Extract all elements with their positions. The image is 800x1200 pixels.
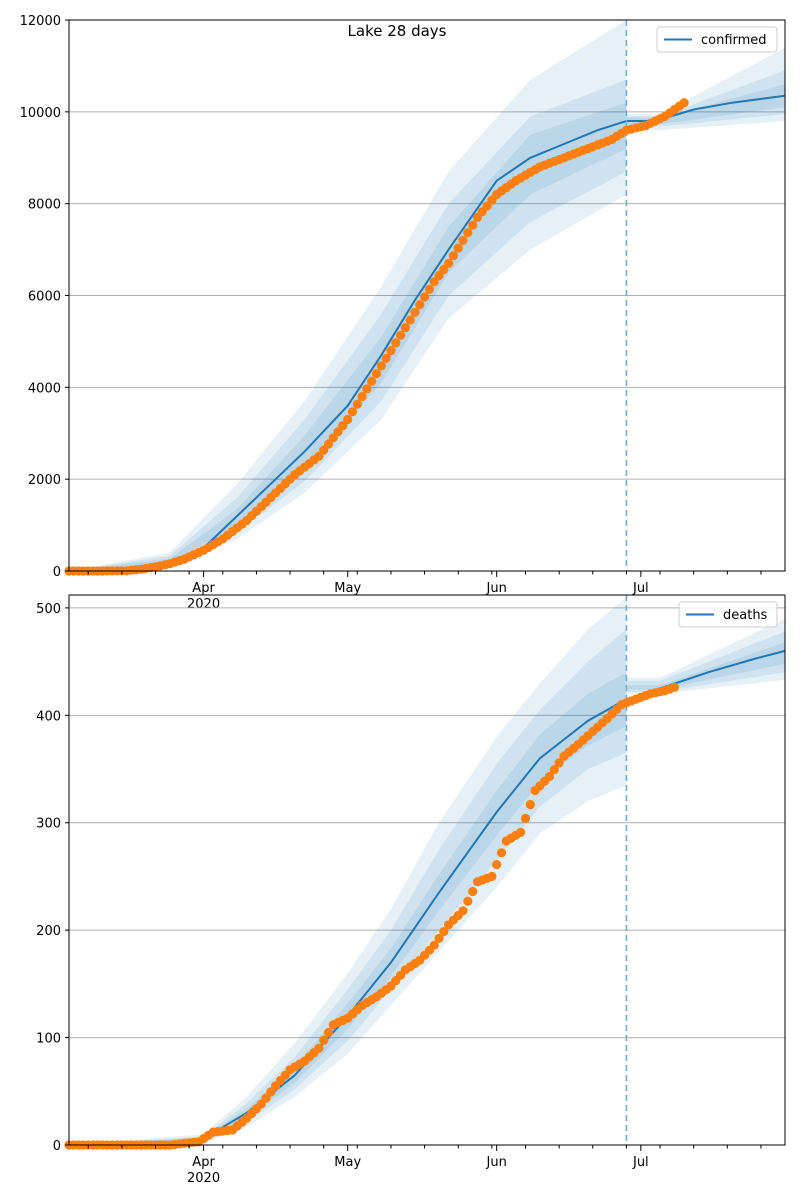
x-tick-label: Apr: [192, 1155, 215, 1170]
observed-point: [520, 813, 531, 824]
observed-point: [453, 243, 463, 253]
observed-point: [496, 848, 507, 858]
x-tick-label: Apr: [192, 581, 215, 596]
observed-point: [371, 369, 382, 379]
observed-point: [468, 886, 478, 897]
legend: confirmed: [656, 26, 778, 53]
uncertainty-band-1-forecast: [626, 618, 785, 694]
observed-point: [362, 384, 372, 394]
observed-point: [429, 940, 439, 950]
observed-point: [554, 758, 564, 768]
y-tick-label: 4000: [28, 381, 61, 396]
observed-point: [424, 284, 434, 294]
observed-point: [391, 338, 401, 348]
observed-point: [549, 765, 559, 775]
observed-point: [347, 407, 358, 417]
observed-point: [386, 346, 396, 356]
y-tick-label: 10000: [20, 106, 61, 121]
y-tick-label: 6000: [28, 290, 61, 305]
observed-point: [463, 228, 473, 238]
x-tick-label: May: [334, 581, 361, 596]
uncertainty-band-2-fit: [69, 629, 627, 1145]
y-tick-label: 8000: [28, 198, 61, 213]
y-tick-label: 500: [36, 602, 61, 617]
model-line: [68, 649, 786, 1146]
observed-point: [396, 330, 406, 340]
observed-point: [343, 414, 353, 425]
observed-point: [415, 300, 425, 310]
observed-point: [492, 860, 502, 870]
y-tick-label: 12000: [20, 14, 61, 29]
uncertainty-band-3-fit: [69, 672, 627, 1145]
x-tick-label: May: [334, 1155, 361, 1170]
y-tick-label: 200: [36, 924, 61, 939]
observed-point: [357, 391, 367, 402]
legend: deaths: [678, 601, 778, 628]
observed-point: [679, 98, 689, 108]
observed-point: [400, 323, 410, 333]
observed-point: [323, 439, 334, 449]
observed-point: [516, 827, 526, 838]
y-tick-label: 0: [53, 1139, 61, 1154]
legend-box: [678, 601, 778, 628]
x-tick-label: Jul: [632, 581, 649, 596]
observed-point: [410, 307, 420, 317]
observed-point: [314, 1043, 324, 1053]
observed-point: [381, 353, 391, 363]
observed-point: [669, 682, 680, 693]
observed-point: [420, 292, 430, 302]
observed-point: [487, 871, 497, 882]
observed-point: [458, 235, 468, 245]
observed-point: [439, 927, 449, 937]
y-tick-label: 2000: [28, 473, 61, 488]
x-tick-label: Jun: [486, 581, 507, 596]
uncertainty-band-2-forecast: [626, 631, 785, 692]
legend-label: deaths: [723, 608, 768, 623]
uncertainty-band-1-fit: [69, 20, 627, 571]
y-tick-label: 400: [36, 709, 61, 724]
observed-point: [525, 799, 535, 810]
observed-point: [367, 376, 377, 386]
observed-point: [434, 933, 444, 944]
plot-frame: [68, 594, 786, 1146]
observed-point: [323, 1028, 334, 1038]
observed-point: [468, 220, 478, 230]
observed-point: [448, 251, 458, 261]
uncertainty-band-3-fit: [69, 102, 627, 571]
legend-label: confirmed: [701, 33, 767, 48]
observed-point: [544, 771, 555, 782]
observed-point: [352, 399, 362, 409]
observed-point: [463, 896, 473, 906]
uncertainty-band-3-forecast: [626, 642, 785, 690]
uncertainty-band-1-forecast: [626, 47, 785, 131]
figure-title: Lake 28 days: [348, 22, 447, 40]
y-tick-label: 100: [36, 1032, 61, 1047]
x-tick-label: Jul: [632, 1155, 649, 1170]
y-tick-label: 0: [53, 565, 61, 580]
observed-point: [319, 1035, 329, 1045]
observed-point: [376, 361, 386, 371]
x-tick-sublabel: 2020: [187, 597, 220, 612]
x-tick-label: Jun: [486, 1155, 507, 1170]
legend-box: [656, 26, 778, 53]
y-tick-label: 300: [36, 817, 61, 832]
observed-point: [444, 258, 454, 268]
observed-point: [405, 315, 415, 325]
uncertainty-band-1-fit: [69, 597, 627, 1145]
observed-point: [458, 906, 468, 916]
uncertainty-band-2-forecast: [626, 70, 785, 127]
x-tick-sublabel: 2020: [187, 1171, 220, 1186]
